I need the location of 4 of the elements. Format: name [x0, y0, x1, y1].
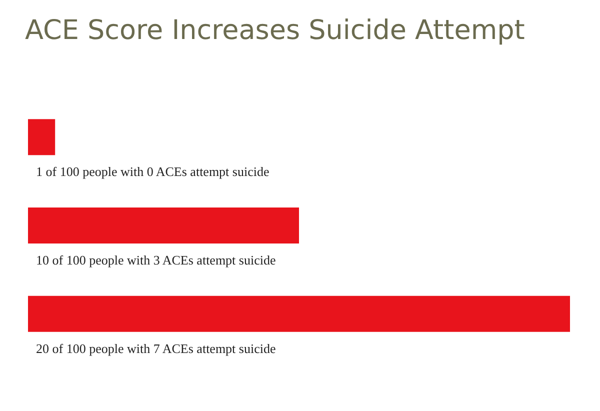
y-tick-label: 20 of 100 people with 7 ACEs attempt suicide — [36, 340, 276, 356]
y-tick-label: 1 of 100 people with 0 ACEs attempt suicide — [36, 164, 270, 180]
chart-title: ACE Score Increases Suicide Attempt — [25, 15, 525, 46]
y-tick-label: 10 of 100 people with 3 ACEs attempt suicide — [36, 252, 276, 268]
